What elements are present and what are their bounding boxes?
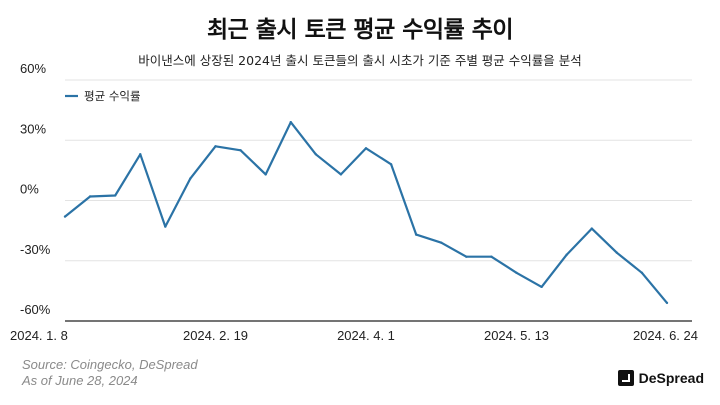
legend: 평균 수익률 — [65, 89, 141, 103]
chart-subtitle: 바이낸스에 상장된 2024년 출시 토큰들의 출시 시초가 기준 주별 평균 … — [138, 53, 582, 68]
y-tick-label: 0% — [20, 182, 39, 197]
data-point — [515, 271, 518, 274]
grid-lines — [65, 79, 692, 322]
data-point — [314, 153, 318, 156]
brand-logo: DeSpread — [617, 370, 704, 386]
as-of-line: As of June 28, 2024 — [22, 373, 138, 388]
brand-name: DeSpread — [638, 370, 704, 386]
data-point — [113, 194, 117, 197]
data-point — [239, 149, 242, 152]
y-axis-ticks: 60% 30% 0% -30% -60% — [20, 61, 51, 317]
data-point — [665, 301, 669, 305]
data-point — [189, 177, 192, 180]
data-point — [565, 253, 568, 256]
data-point — [339, 173, 343, 176]
y-tick-label: -30% — [20, 242, 51, 257]
data-point — [364, 147, 368, 150]
y-tick-label: 60% — [20, 61, 46, 76]
data-point — [615, 251, 619, 254]
data-point — [440, 241, 443, 244]
data-point — [590, 227, 593, 230]
data-point — [214, 145, 217, 148]
despread-logo-icon — [617, 370, 634, 386]
data-point — [139, 153, 142, 156]
data-point — [63, 215, 67, 218]
series-layer — [63, 120, 669, 305]
data-point — [289, 120, 292, 124]
data-point — [389, 163, 393, 166]
data-point — [164, 225, 167, 228]
data-point — [490, 255, 493, 258]
source-note: Source: Coingecko, DeSpread As of June 2… — [22, 357, 198, 389]
x-tick-label: 2024. 5. 13 — [484, 328, 549, 343]
legend-label: 평균 수익률 — [84, 89, 141, 103]
data-point — [540, 285, 543, 289]
data-point — [414, 233, 418, 236]
data-point — [264, 173, 267, 176]
data-point — [640, 271, 644, 274]
x-tick-label: 2024. 6. 24 — [633, 328, 698, 343]
y-tick-label: -60% — [20, 302, 51, 317]
x-tick-label: 2024. 1. 8 — [10, 328, 68, 343]
source-line: Source: Coingecko, DeSpread — [22, 357, 198, 372]
x-tick-label: 2024. 4. 1 — [337, 328, 395, 343]
chart-title: 최근 출시 토큰 평균 수익률 추이 — [206, 17, 514, 43]
data-point — [88, 195, 92, 198]
x-tick-label: 2024. 2. 19 — [183, 328, 248, 343]
data-point — [465, 255, 468, 258]
y-tick-label: 30% — [20, 121, 46, 136]
x-axis-ticks: 2024. 1. 8 2024. 2. 19 2024. 4. 1 2024. 5. … — [10, 328, 698, 343]
